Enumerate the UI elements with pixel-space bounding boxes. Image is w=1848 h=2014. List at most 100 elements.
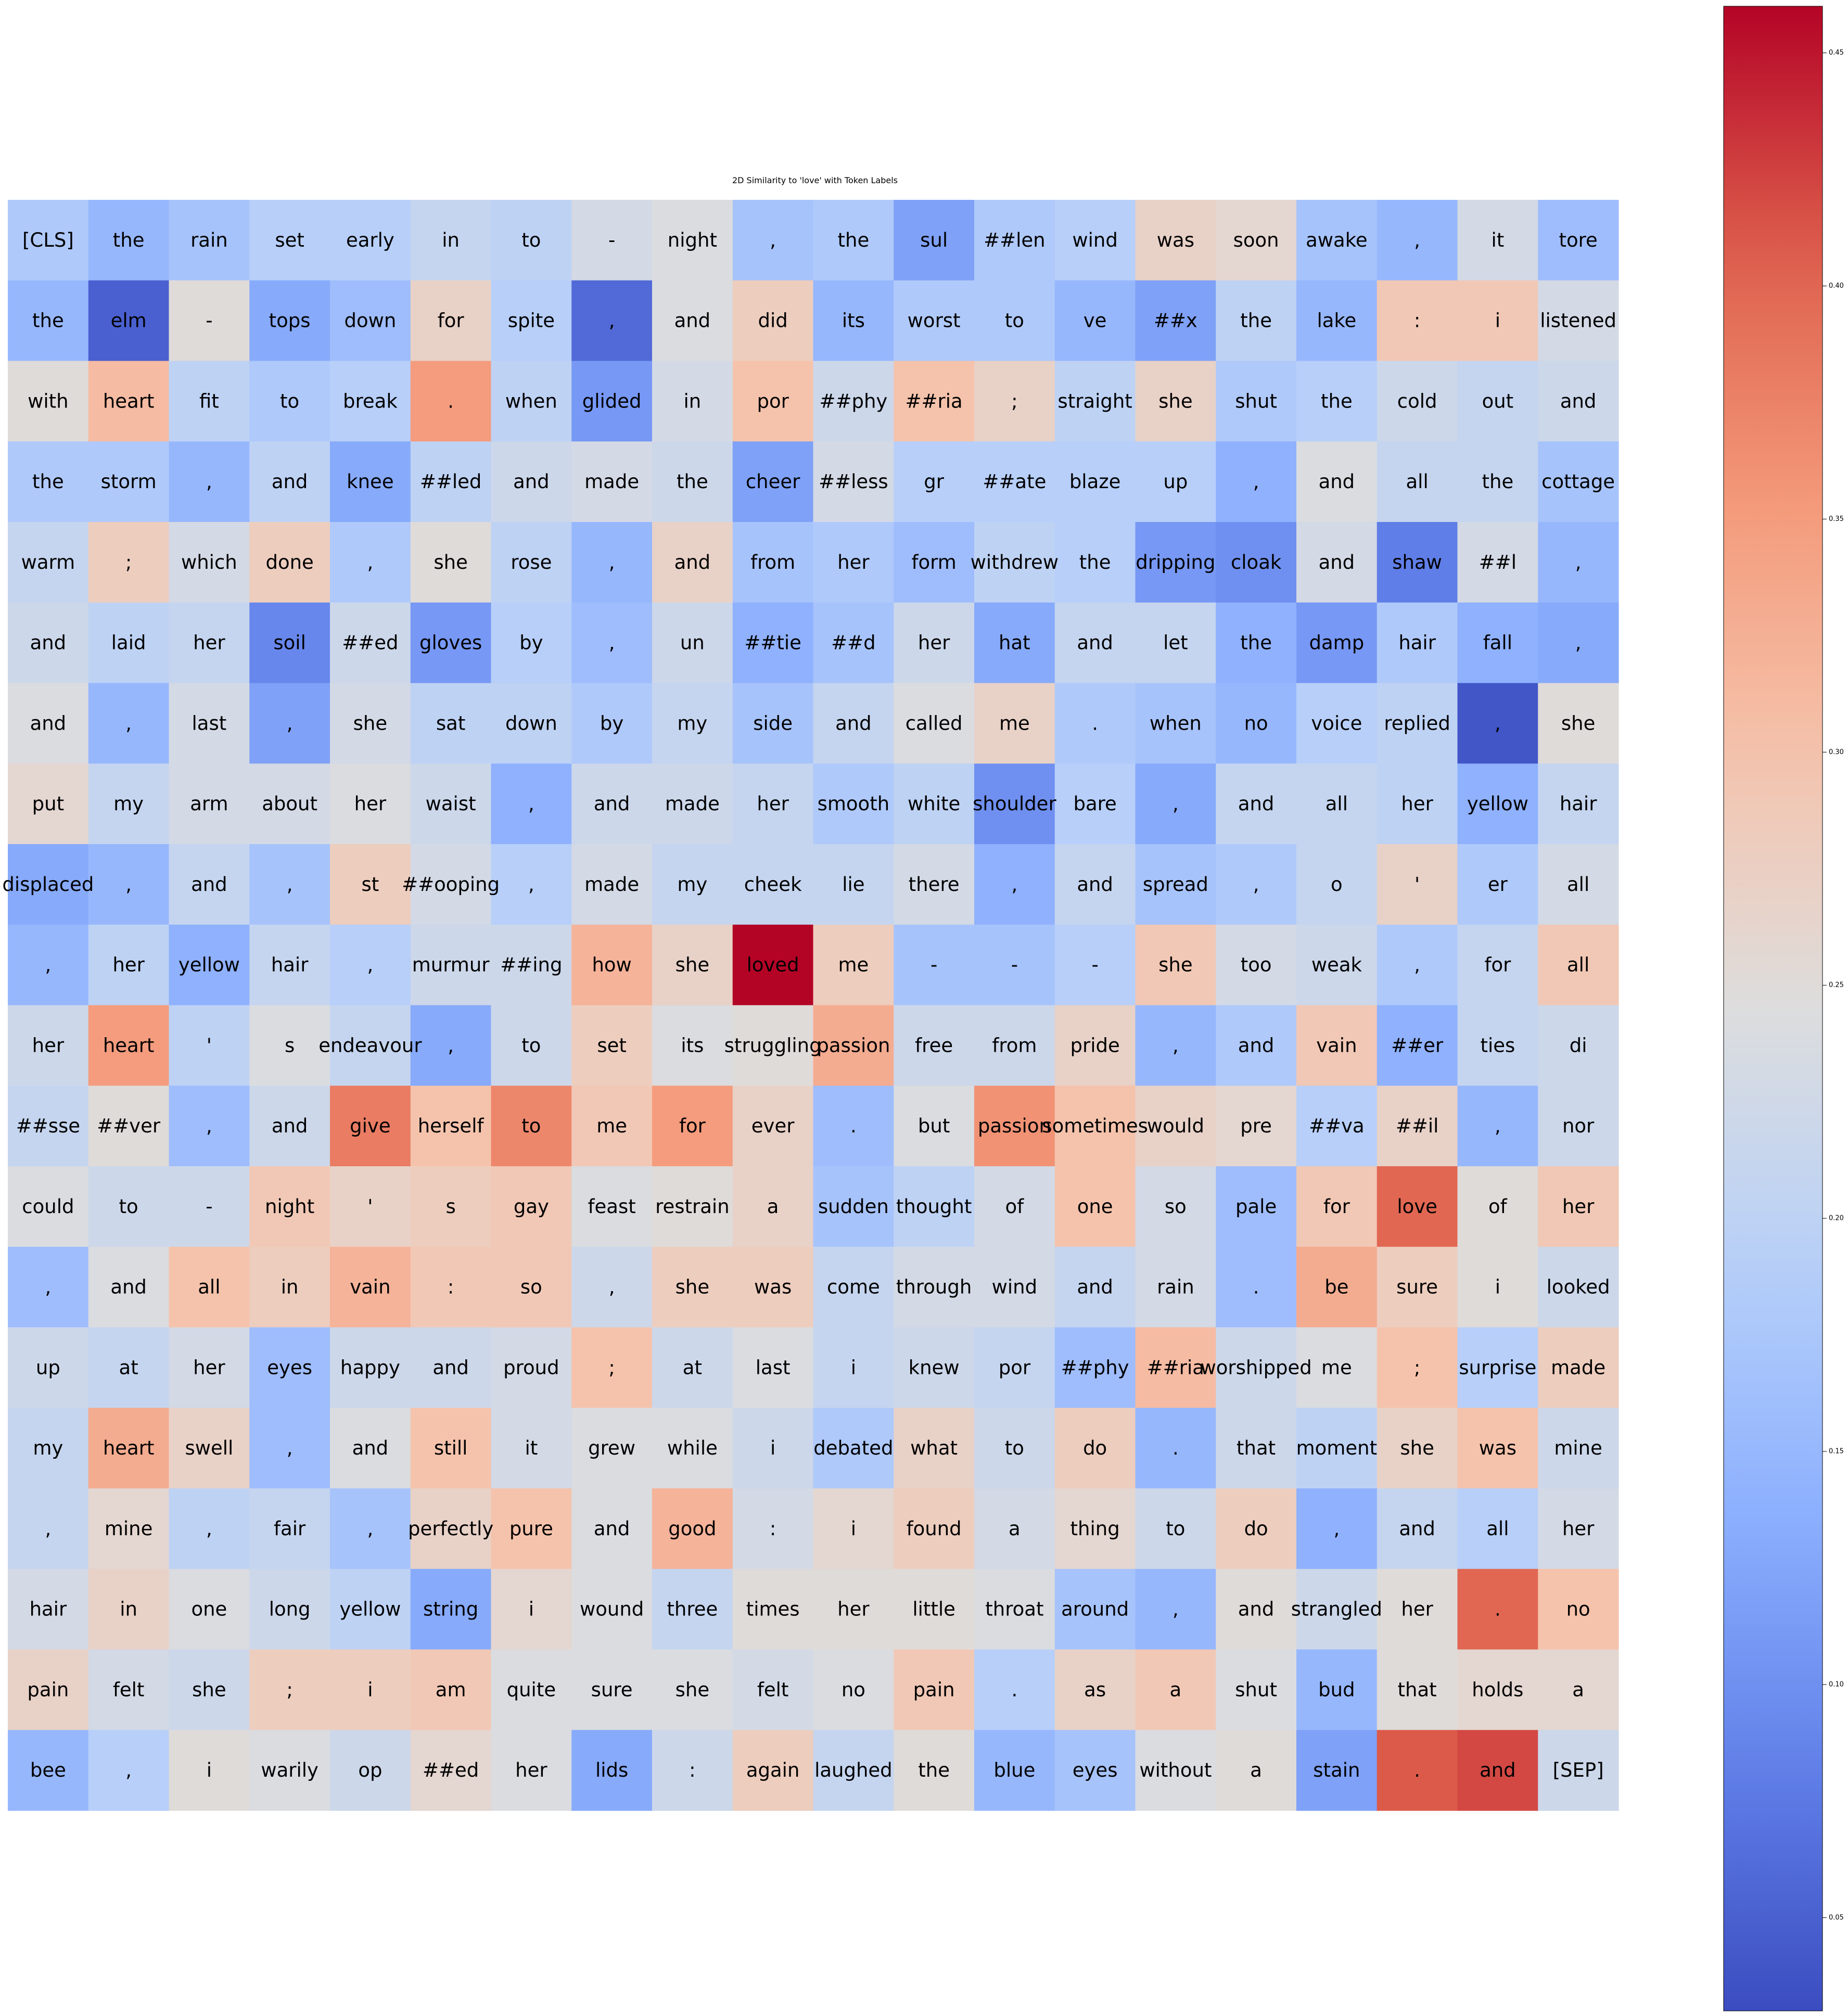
cell-token-label: storm [101,470,157,493]
cell-token-label: por [999,1356,1031,1379]
colorbar-tick-label: 0.40 [1829,282,1844,290]
heatmap-cell [732,1569,814,1650]
cell-token-label: ##phy [819,390,887,412]
heatmap-cell [1457,1246,1538,1328]
heatmap-cell [1457,602,1538,684]
heatmap-cell [1216,1005,1297,1086]
cell-token-label: do [1244,1518,1268,1540]
cell-token-label: could [22,1195,74,1218]
cell-token-label: : [770,1518,776,1540]
heatmap-cell [330,1408,411,1489]
cell-token-label: there [909,873,960,896]
cell-token-label: hat [999,632,1030,654]
cell-token-label: , [1575,632,1582,654]
heatmap-cell [974,1730,1055,1811]
cell-token-label: her [1401,793,1433,815]
cell-token-label: a [1250,1759,1262,1781]
heatmap-cell [8,1569,89,1650]
heatmap-cell [491,361,572,442]
cell-token-label: made [584,873,639,896]
heatmap-cell [88,522,170,603]
cell-token-label: pale [1235,1195,1277,1218]
cell-token-label: the [1321,390,1353,412]
heatmap-cell [732,602,814,684]
cell-token-label: wound [580,1598,644,1621]
heatmap-cell [1296,280,1378,362]
heatmap-cell [1538,844,1619,925]
cell-token-label: night [265,1195,314,1218]
cell-token-label: ##va [1309,1115,1365,1137]
cell-token-label: ##led [420,470,482,493]
cell-token-label: for [1323,1195,1350,1218]
cell-token-label: endeavour [318,1034,422,1056]
heatmap-cell [1135,1246,1216,1328]
heatmap-cell [330,602,411,684]
cell-token-label: mine [1554,1437,1602,1459]
cell-token-label: she [676,1678,710,1701]
cell-token-label: she [353,712,388,734]
cell-token-label: throat [985,1598,1043,1621]
heatmap-cell [571,1649,653,1730]
cell-token-label: come [827,1276,880,1298]
cell-token-label: set [597,1034,627,1056]
cell-token-label: and [1319,551,1355,573]
cell-token-label: . [448,390,454,412]
cell-token-label: un [680,632,705,654]
heatmap-cell [1135,1569,1216,1650]
cell-token-label: shut [1235,1678,1277,1701]
cell-token-label: her [837,551,870,573]
cell-token-label: made [1551,1356,1605,1379]
cell-token-label: knew [909,1356,960,1379]
cell-token-label: and [1399,1518,1435,1540]
heatmap-cell [1135,924,1216,1006]
heatmap-cell [813,1488,894,1570]
heatmap-cell [813,1086,894,1167]
heatmap-cell [1377,683,1458,764]
heatmap-cell [169,441,250,522]
heatmap-cell [813,1408,894,1489]
heatmap-cell [813,441,894,522]
heatmap-cell [169,924,250,1006]
cell-token-label: her [1562,1518,1595,1540]
cell-token-label: and [30,632,67,654]
cell-token-label: , [125,712,132,734]
heatmap-cell [1216,924,1297,1006]
heatmap-cell [330,1488,411,1570]
cell-token-label: o [1331,873,1343,896]
heatmap-cell [1538,1408,1619,1489]
heatmap-cell [732,1408,814,1489]
cell-token-label: all [1486,1518,1509,1540]
heatmap-cell [491,522,572,603]
heatmap-cell [1054,1649,1136,1730]
cell-token-label: was [1479,1437,1516,1459]
heatmap-cell [491,200,572,281]
cell-token-label: in [120,1598,137,1621]
heatmap-cell [1457,763,1538,845]
heatmap-cell [1377,763,1458,845]
cell-token-label: felt [757,1678,789,1701]
heatmap-cell [491,1166,572,1247]
cell-token-label: and [272,1115,308,1137]
cell-token-label: string [423,1598,478,1621]
heatmap-cell [1538,602,1619,684]
heatmap-cell [652,200,733,281]
heatmap-cell [974,1408,1055,1489]
heatmap-cell [491,1649,572,1730]
cell-token-label: down [505,712,557,734]
heatmap-cell [169,763,250,845]
heatmap-cell [1457,1649,1538,1730]
heatmap-cell [491,441,572,522]
cell-token-label: thing [1070,1518,1120,1540]
cell-token-label: am [436,1678,466,1701]
heatmap-cell [1296,683,1378,764]
cell-token-label: ##il [1396,1115,1439,1137]
cell-token-label: i [851,1356,856,1379]
heatmap-cell [1296,522,1378,603]
heatmap-cell [571,924,653,1006]
heatmap-cell [1216,1327,1297,1408]
cell-token-label: - [206,310,212,332]
cell-token-label: my [113,793,144,815]
heatmap-cell [8,683,89,764]
cell-token-label: - [1091,954,1098,976]
heatmap-cell [571,280,653,362]
